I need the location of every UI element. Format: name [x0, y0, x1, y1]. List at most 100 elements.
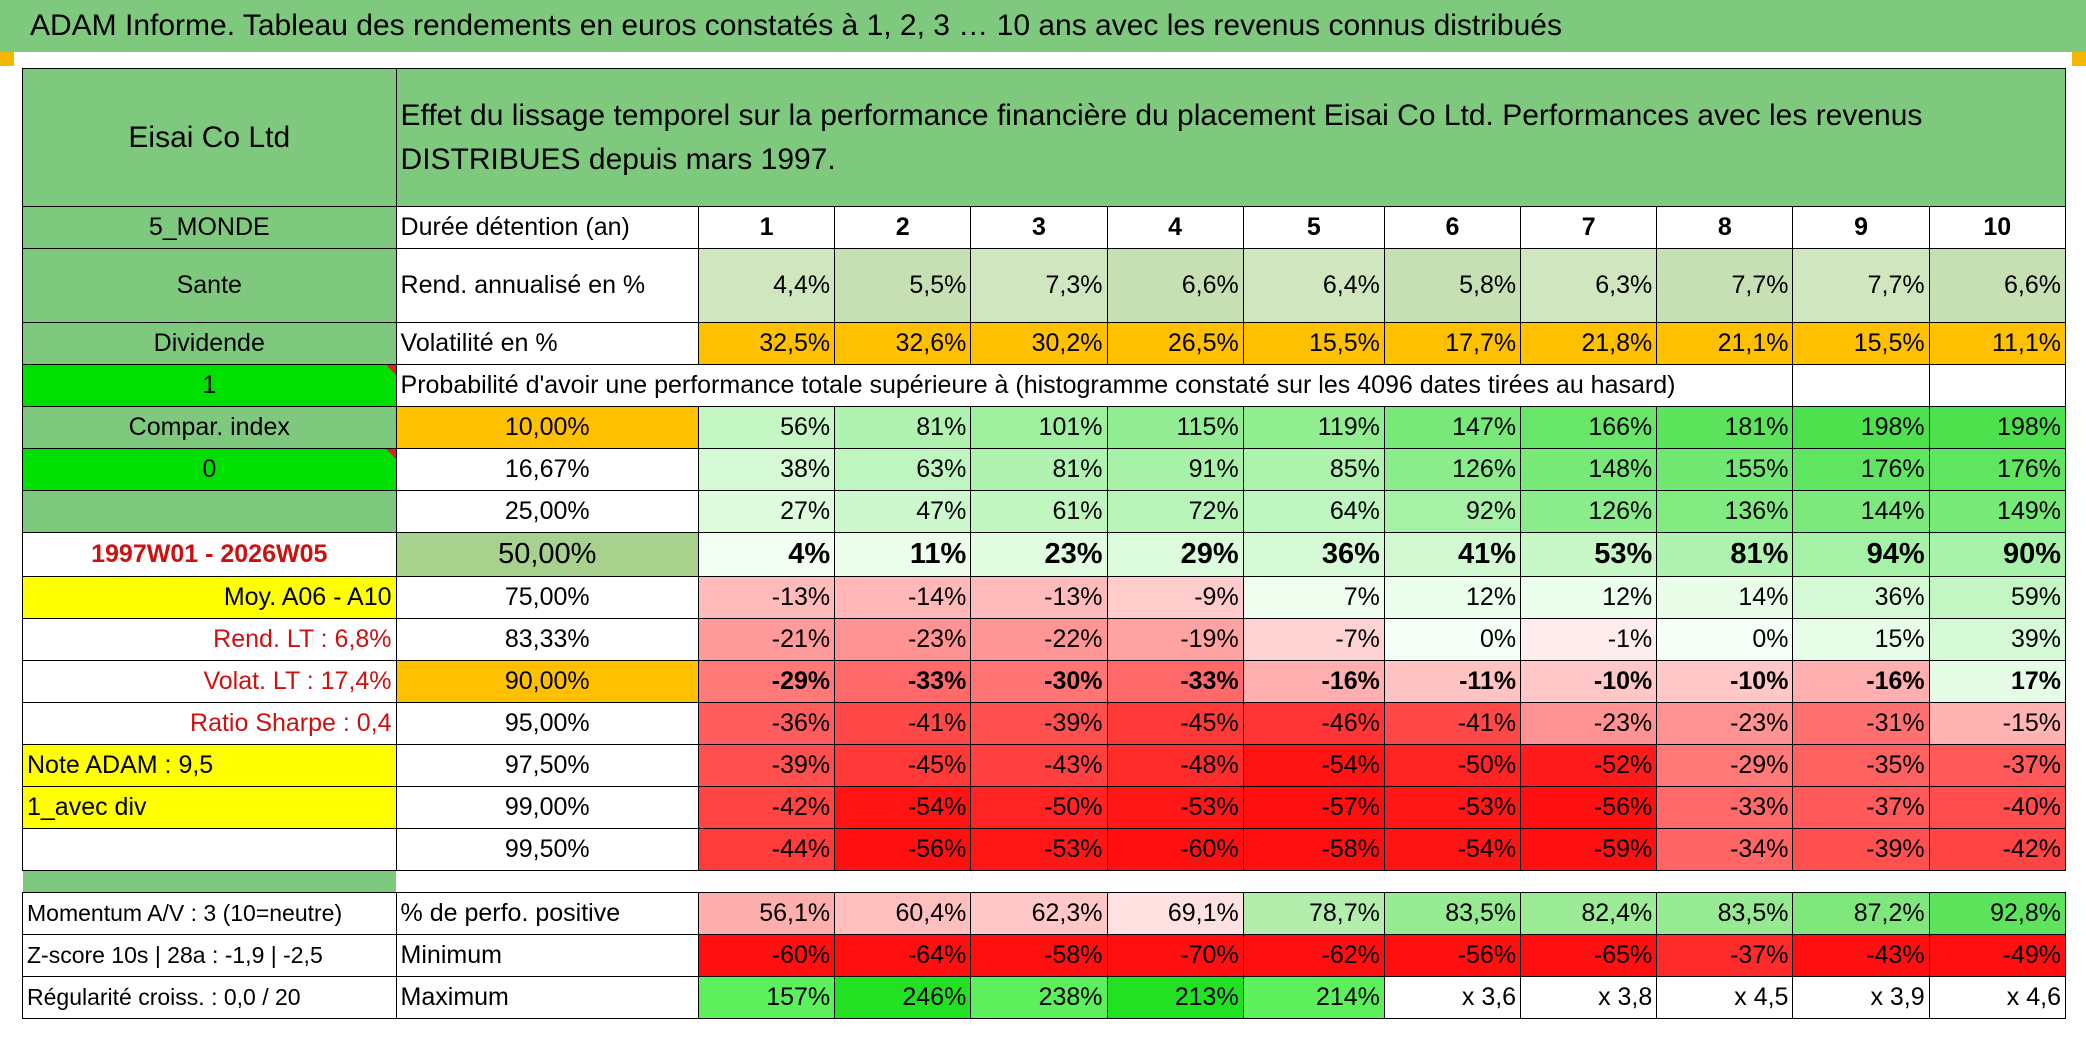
compar-value: 0	[22, 448, 397, 491]
perf-pos-value: 78,7%	[1242, 892, 1385, 935]
minimum-row: Z-score 10s | 28a : -1,9 | -2,5 Minimum -6…	[22, 934, 2067, 977]
proba-row: Moy. A06 - A10 75,00% -13% -14% -13% -9% 7% 12%…	[22, 576, 2067, 619]
volat-value: 21,8%	[1520, 322, 1658, 365]
volat-value: 17,7%	[1383, 322, 1522, 365]
maximum-value: x 3,8	[1520, 976, 1658, 1019]
proba-row: Note ADAM : 9,5 97,50% -39% -45% -43% -48% -54…	[22, 744, 2067, 787]
proba-value: 61%	[970, 490, 1108, 533]
note-adam-label: Note ADAM : 9,5	[22, 744, 397, 787]
proba-value: -33%	[1656, 786, 1794, 829]
proba-row: 25,00% 27% 47% 61% 72% 64% 92% 126% 136% 144% 149%	[22, 490, 2067, 533]
proba-value: -37%	[1792, 786, 1930, 829]
separator	[698, 870, 835, 893]
momentum-label: Momentum A/V : 3 (10=neutre)	[22, 892, 397, 935]
sector-label: Sante	[22, 248, 397, 323]
proba-row: Volat. LT : 17,4% 90,00% -29% -33% -30% -33% -…	[22, 660, 2067, 703]
proba-value: 41%	[1383, 532, 1522, 577]
year-header: 1	[697, 206, 836, 249]
moy-label: Moy. A06 - A10	[22, 576, 397, 619]
proba-value: -48%	[1106, 744, 1244, 787]
proba-value: 72%	[1106, 490, 1244, 533]
proba-value: -56%	[1520, 786, 1658, 829]
proba-value: 147%	[1383, 406, 1522, 449]
region-label: 5_MONDE	[22, 206, 397, 249]
proba-value: 92%	[1383, 490, 1522, 533]
proba-value: -40%	[1928, 786, 2067, 829]
maximum-value: x 4,6	[1928, 976, 2067, 1019]
rend-value: 4,4%	[697, 248, 836, 323]
rend-value: 7,7%	[1656, 248, 1794, 323]
rend-label: Rend. annualisé en %	[395, 248, 699, 323]
proba-value: -39%	[1792, 828, 1930, 871]
proba-value: 136%	[1656, 490, 1794, 533]
proba-value: -44%	[697, 828, 836, 871]
empty-cell	[1928, 364, 2067, 407]
year-header: 10	[1928, 206, 2067, 249]
separator	[1520, 870, 1657, 893]
minimum-value: -70%	[1106, 934, 1244, 977]
proba-value: -41%	[1383, 702, 1522, 745]
proba-value: 15%	[1792, 618, 1930, 661]
perf-pos-value: 82,4%	[1520, 892, 1658, 935]
proba-value: -23%	[834, 618, 972, 661]
proba-value: 90%	[1928, 532, 2067, 577]
proba-value: 17%	[1928, 660, 2067, 703]
rend-value: 6,4%	[1242, 248, 1385, 323]
proba-value: 198%	[1792, 406, 1930, 449]
minimum-value: -37%	[1656, 934, 1794, 977]
proba-value: 12%	[1383, 576, 1522, 619]
proba-value: 23%	[970, 532, 1108, 577]
proba-row: 99,50% -44% -56% -53% -60% -58% -54% -59% -34% -3…	[22, 828, 2067, 871]
proba-value: -58%	[1242, 828, 1385, 871]
proba-value: 155%	[1656, 448, 1794, 491]
proba-value: 38%	[697, 448, 836, 491]
minimum-value: -58%	[970, 934, 1108, 977]
proba-value: 81%	[1656, 532, 1794, 577]
page-title: ADAM Informe. Tableau des rendements en …	[0, 0, 2086, 52]
maximum-value: x 3,9	[1792, 976, 1930, 1019]
proba-value: 149%	[1928, 490, 2067, 533]
rend-value: 7,7%	[1792, 248, 1930, 323]
proba-value: 64%	[1242, 490, 1385, 533]
separator	[970, 870, 1108, 893]
proba-value: -53%	[1383, 786, 1522, 829]
proba-threshold: 90,00%	[395, 660, 699, 703]
proba-value: -41%	[834, 702, 972, 745]
minimum-value: -60%	[697, 934, 836, 977]
rend-value: 6,3%	[1520, 248, 1658, 323]
proba-value: 144%	[1792, 490, 1930, 533]
separator	[1656, 870, 1793, 893]
separator	[1107, 870, 1244, 893]
year-header: 3	[970, 206, 1108, 249]
ratio-sharpe-label: Ratio Sharpe : 0,4	[22, 702, 397, 745]
perf-pos-value: 69,1%	[1106, 892, 1244, 935]
perf-pos-row: Momentum A/V : 3 (10=neutre)% de perfo. …	[22, 892, 2067, 935]
volat-value: 15,5%	[1242, 322, 1385, 365]
proba-threshold: 95,00%	[395, 702, 699, 745]
proba-threshold: 25,00%	[395, 490, 699, 533]
proba-value: 0%	[1383, 618, 1522, 661]
separator	[1929, 870, 2066, 893]
proba-value: -13%	[970, 576, 1108, 619]
proba-value: 126%	[1520, 490, 1658, 533]
proba-value: -59%	[1520, 828, 1658, 871]
proba-header-row: 1 Probabilité d'avoir une performance tot…	[22, 364, 2067, 407]
year-header: 2	[834, 206, 972, 249]
minimum-value: -62%	[1242, 934, 1385, 977]
proba-value: -42%	[697, 786, 836, 829]
zscore-label: Z-score 10s | 28a : -1,9 | -2,5	[22, 934, 397, 977]
perf-pos-label: % de perfo. positive	[395, 892, 699, 935]
proba-value: 94%	[1792, 532, 1930, 577]
flag-value: 1	[22, 364, 397, 407]
empty-label	[22, 828, 397, 871]
volat-value: 32,5%	[697, 322, 836, 365]
separator	[1792, 870, 1930, 893]
proba-threshold: 16,67%	[395, 448, 699, 491]
proba-value: -45%	[1106, 702, 1244, 745]
maximum-value: x 3,6	[1383, 976, 1522, 1019]
maximum-value: x 4,5	[1656, 976, 1794, 1019]
proba-value: -30%	[970, 660, 1108, 703]
proba-threshold: 75,00%	[395, 576, 699, 619]
minimum-value: -56%	[1383, 934, 1522, 977]
proba-value: 36%	[1242, 532, 1385, 577]
